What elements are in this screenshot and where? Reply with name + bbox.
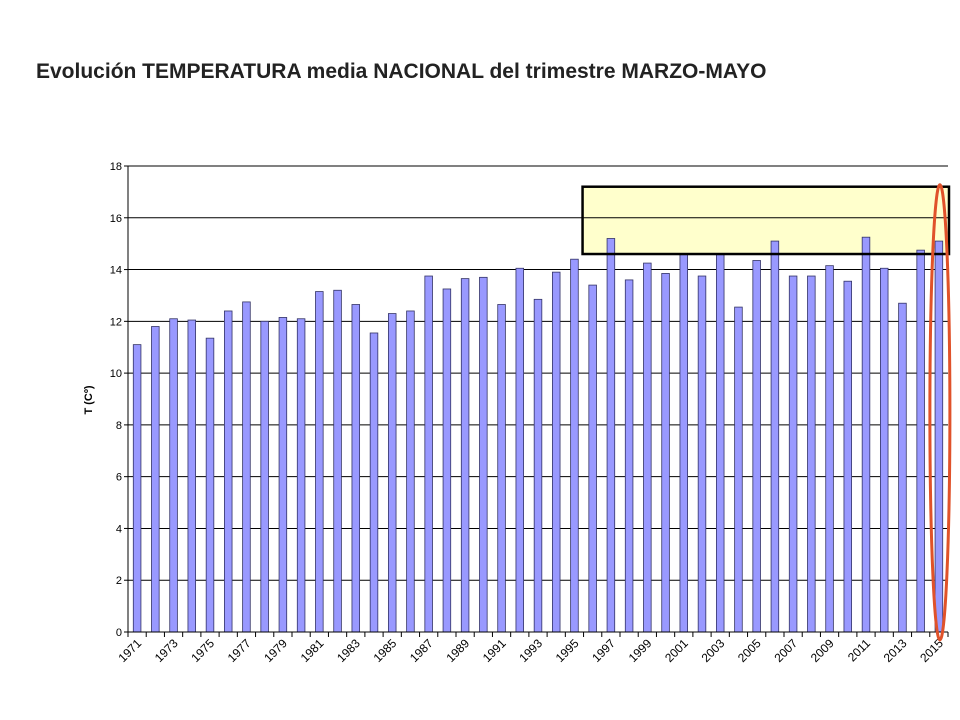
y-tick-label: 2 bbox=[116, 575, 122, 587]
bar bbox=[715, 253, 725, 633]
y-tick-label: 16 bbox=[110, 213, 122, 225]
bar bbox=[861, 236, 871, 633]
x-tick-label: 2007 bbox=[771, 636, 800, 665]
bar bbox=[661, 273, 670, 633]
axes bbox=[124, 165, 949, 637]
x-tick-label: 1973 bbox=[152, 636, 181, 665]
bar bbox=[734, 306, 743, 633]
x-tick-labels: 1971 1973 1975 1977 1979 1981 1983 1985 1987 1989… bbox=[115, 636, 946, 665]
y-tick-label: 10 bbox=[110, 368, 122, 380]
bar bbox=[369, 332, 379, 633]
y-axis-label: T (Cº) bbox=[83, 385, 95, 414]
bar bbox=[843, 280, 853, 633]
bar bbox=[770, 240, 780, 633]
x-tick-label: 2011 bbox=[845, 636, 873, 664]
highlight-box-fill bbox=[582, 186, 949, 255]
x-tick-label: 2005 bbox=[735, 636, 764, 665]
bar bbox=[697, 275, 707, 633]
x-tick-label: 1999 bbox=[626, 636, 655, 665]
bar bbox=[788, 275, 798, 633]
bar bbox=[351, 304, 361, 633]
x-tick-label: 2001 bbox=[662, 636, 691, 665]
bar bbox=[333, 289, 342, 633]
bar bbox=[187, 319, 197, 633]
y-tick-label: 4 bbox=[116, 523, 122, 535]
bar bbox=[551, 271, 561, 633]
x-tick-label: 1987 bbox=[407, 636, 436, 665]
x-tick-label: 1981 bbox=[298, 636, 327, 665]
bar bbox=[916, 249, 925, 633]
bar bbox=[442, 288, 452, 633]
bar bbox=[807, 275, 816, 633]
x-tick-label: 1975 bbox=[188, 636, 217, 665]
x-tick-label: 1991 bbox=[480, 636, 509, 665]
x-tick-label: 2015 bbox=[917, 636, 946, 665]
x-tick-label: 1983 bbox=[334, 636, 363, 665]
bar bbox=[624, 279, 634, 633]
highlight-box-layer bbox=[582, 186, 949, 255]
bar bbox=[879, 267, 889, 633]
bar bbox=[606, 238, 616, 633]
x-tick-label: 2009 bbox=[808, 636, 837, 665]
bar bbox=[533, 298, 543, 633]
bar bbox=[497, 304, 506, 633]
bar bbox=[132, 344, 142, 633]
bar bbox=[278, 317, 288, 633]
x-tick-label: 2013 bbox=[881, 636, 910, 665]
chart-title: Evolución TEMPERATURA media NACIONAL del… bbox=[36, 60, 767, 83]
bar bbox=[387, 313, 397, 633]
bar bbox=[406, 310, 415, 633]
x-tick-label: 1989 bbox=[443, 636, 472, 665]
bar bbox=[515, 267, 525, 633]
x-tick-label: 1995 bbox=[553, 636, 582, 665]
ellipse-layer bbox=[581, 183, 952, 642]
y-tick-label: 6 bbox=[116, 472, 122, 484]
bar bbox=[223, 310, 233, 633]
bar bbox=[752, 260, 761, 633]
bar bbox=[570, 258, 579, 633]
bar bbox=[205, 337, 215, 633]
bar bbox=[315, 291, 324, 633]
bar bbox=[643, 262, 652, 633]
bar bbox=[151, 326, 160, 633]
x-tick-label: 1985 bbox=[371, 636, 400, 665]
x-tick-label: 1971 bbox=[115, 636, 144, 665]
bar bbox=[424, 275, 433, 633]
bar bbox=[479, 276, 488, 633]
x-tick-label: 1993 bbox=[516, 636, 545, 665]
highlight-ellipse bbox=[928, 183, 952, 642]
x-tick-label: 1997 bbox=[589, 636, 618, 665]
x-tick-label: 1977 bbox=[225, 636, 254, 665]
x-tick-label: 2003 bbox=[699, 636, 728, 665]
bar bbox=[296, 318, 306, 633]
y-tick-label: 18 bbox=[110, 161, 122, 173]
bar bbox=[460, 278, 470, 633]
bars bbox=[132, 236, 944, 633]
bar bbox=[588, 284, 597, 633]
bar bbox=[934, 240, 944, 633]
bar bbox=[260, 320, 269, 633]
y-tick-label: 0 bbox=[116, 627, 122, 639]
bar bbox=[169, 318, 178, 633]
bar bbox=[898, 302, 907, 633]
y-tick-labels: 0 2 4 6 8 10 12 14 16 18 bbox=[110, 161, 122, 639]
bar bbox=[242, 301, 251, 633]
y-tick-label: 14 bbox=[110, 265, 122, 277]
y-tick-label: 12 bbox=[110, 316, 122, 328]
x-tick-label: 1979 bbox=[261, 636, 290, 665]
highlight-box bbox=[581, 185, 951, 256]
y-tick-label: 8 bbox=[116, 420, 122, 432]
bar bbox=[679, 253, 689, 633]
bar bbox=[825, 265, 834, 633]
